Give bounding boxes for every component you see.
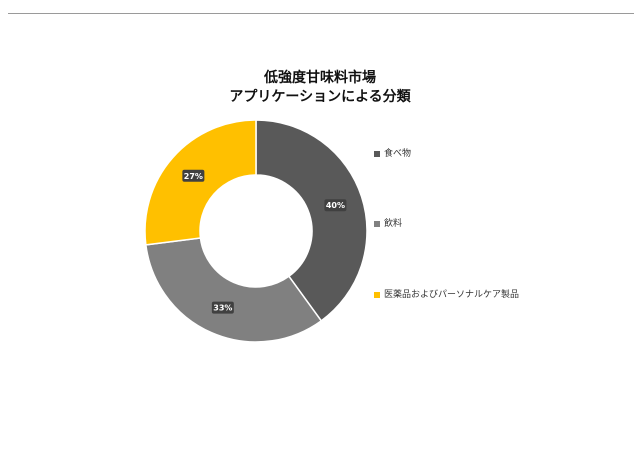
legend-swatch-food [374, 151, 380, 157]
data-label-food-box [324, 199, 347, 212]
data-label-beverages-text: 33% [213, 304, 232, 313]
data-label-beverages-box [211, 301, 234, 314]
data-label-pharma-box [182, 169, 205, 182]
slice-food [255, 119, 368, 322]
legend-swatch-beverages [374, 221, 380, 227]
data-label-food-text: 40% [326, 201, 345, 210]
legend-label-pharma: 医薬品およびパーソナルケア製品 [384, 290, 520, 300]
slice-beverages [145, 237, 323, 343]
legend-swatch-pharma [374, 292, 380, 298]
chart-title: 低強度甘味料市場 アプリケーションによる分類 [160, 69, 480, 107]
chart-title-line-2: アプリケーションによる分類 [229, 89, 411, 105]
data-label-pharma: 27% [182, 169, 205, 182]
data-label-pharma-text: 27% [184, 172, 203, 181]
top-divider [8, 13, 634, 14]
legend-label-beverages: 飲料 [384, 219, 403, 229]
data-label-food: 40% [324, 199, 347, 212]
data-label-beverages: 33% [211, 301, 234, 314]
chart-title-line-1: 低強度甘味料市場 [264, 70, 376, 86]
legend-label-food: 食べ物 [384, 149, 412, 159]
slice-pharma [144, 119, 257, 246]
